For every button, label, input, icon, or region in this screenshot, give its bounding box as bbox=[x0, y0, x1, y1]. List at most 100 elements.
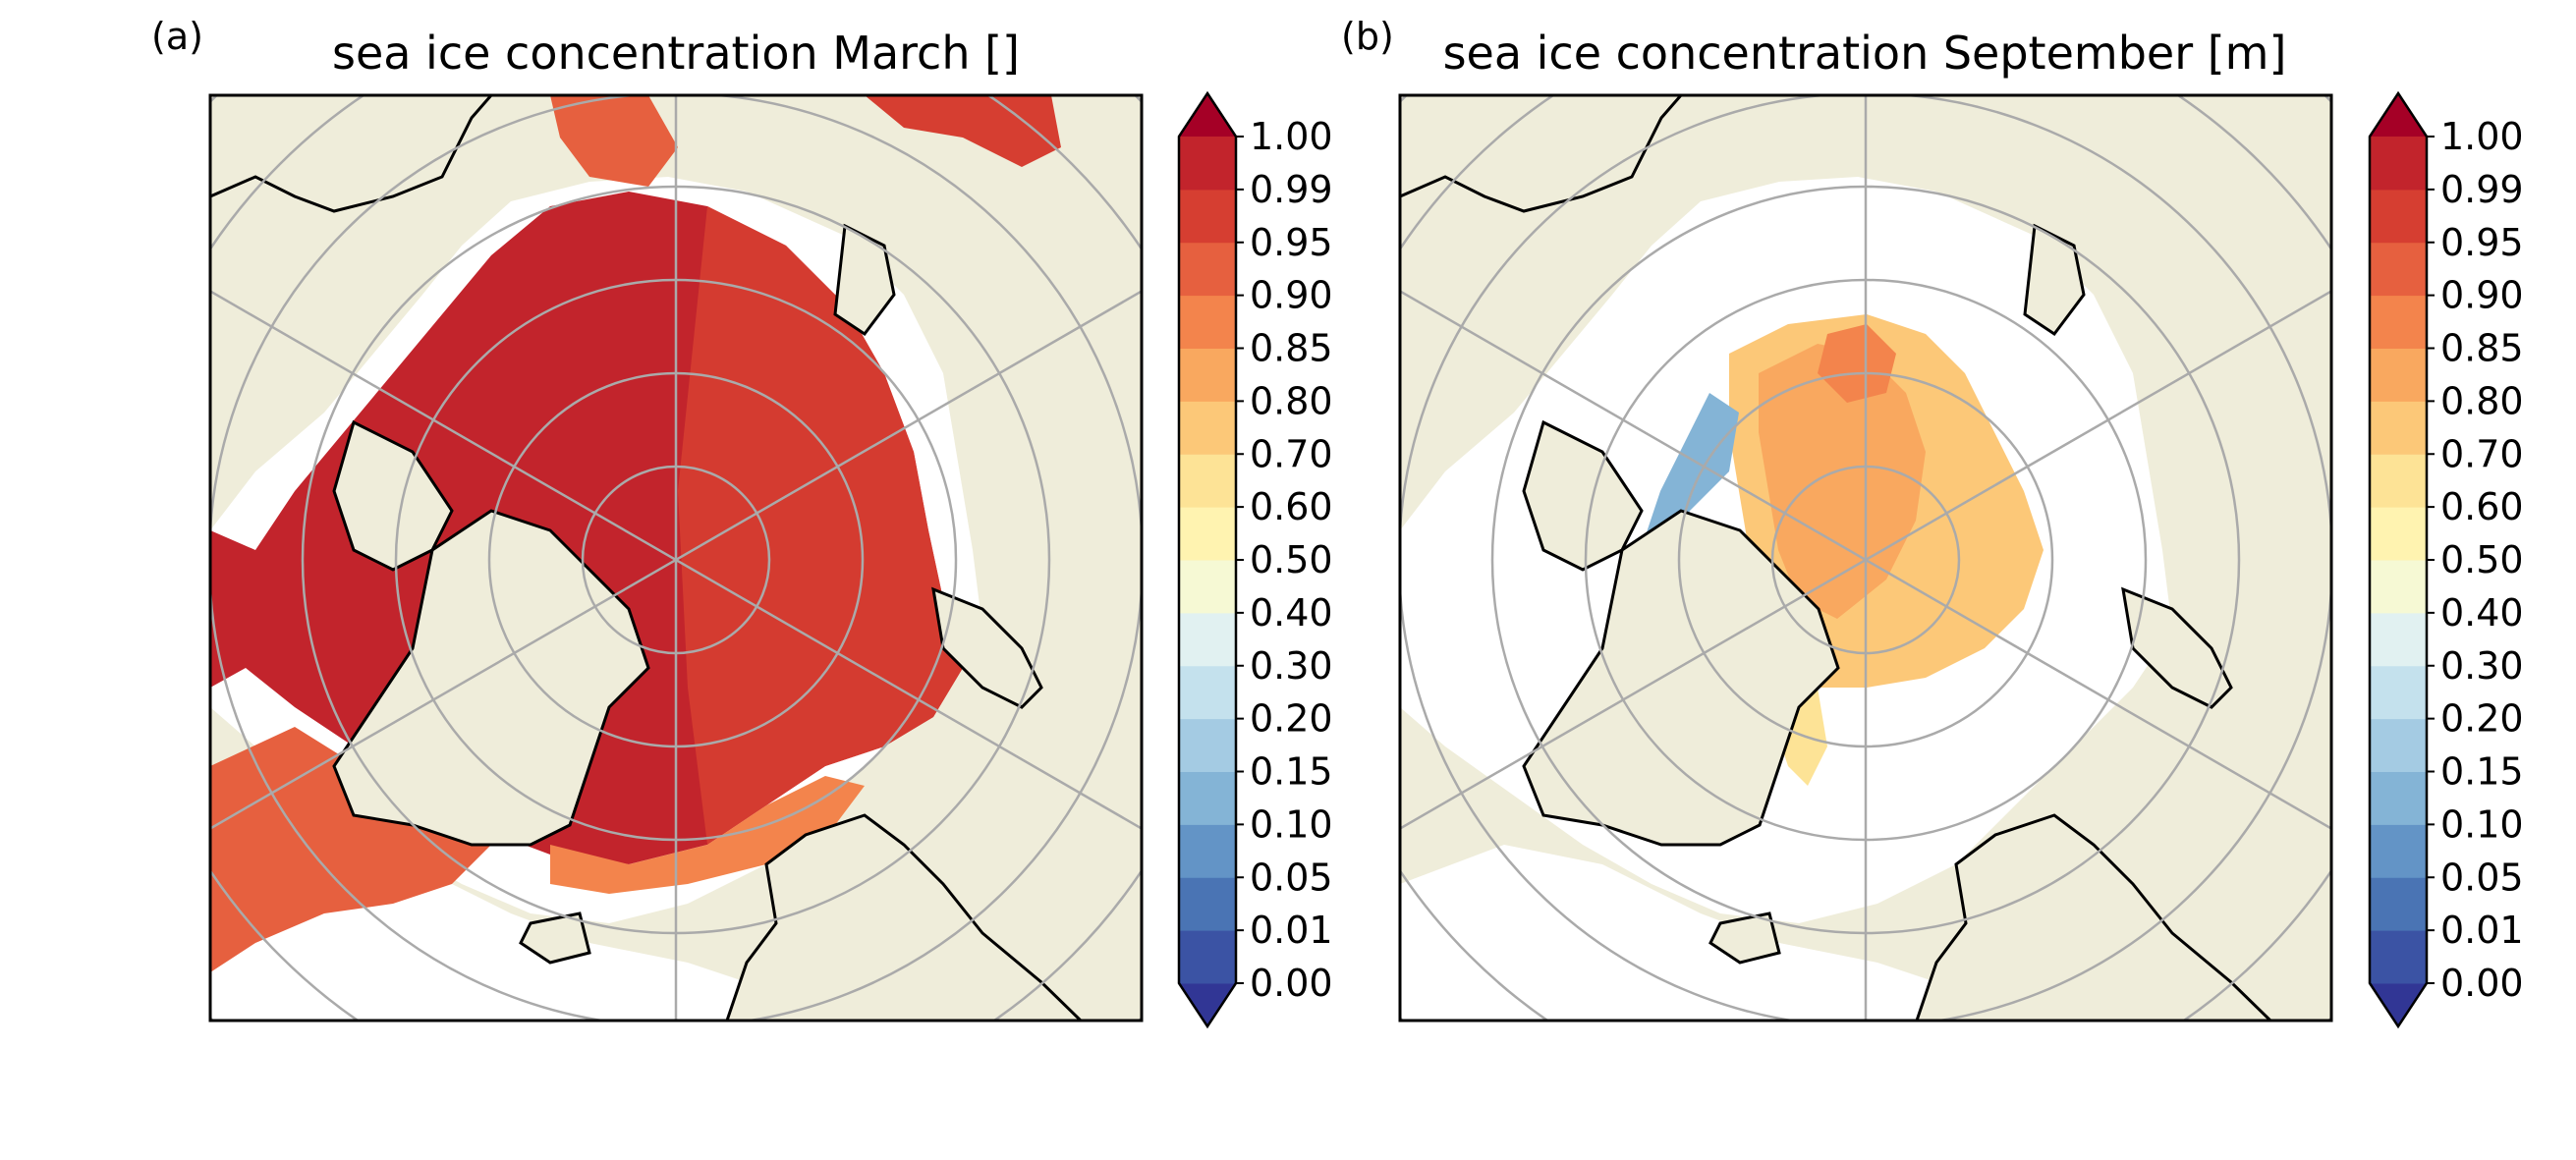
march-colorbar-segment bbox=[1179, 137, 1236, 191]
map-content-march bbox=[210, 95, 1142, 1021]
september-colorbar-tick-label: 0.80 bbox=[2440, 379, 2524, 422]
land-greenland bbox=[1522, 509, 1840, 847]
map-content-september bbox=[1400, 95, 2331, 1021]
september-colorbar-segment bbox=[2370, 771, 2427, 825]
september-colorbar-tick-label: 0.90 bbox=[2440, 274, 2524, 317]
march-colorbar-tick-label: 0.20 bbox=[1250, 697, 1333, 741]
september-colorbar-tick-label: 0.50 bbox=[2440, 538, 2524, 581]
september-colorbar-segment bbox=[2370, 401, 2427, 455]
september-colorbar-tick-label: 0.01 bbox=[2440, 909, 2524, 952]
land-siberia-island bbox=[2023, 223, 2086, 337]
colorbar-march: 0.00 0.01 0.05 0.10 0.15 0.20 0.30 0.40 0.50 0.60… bbox=[1177, 90, 1333, 1029]
september-colorbar-tick-label: 0.70 bbox=[2440, 432, 2524, 475]
september-colorbar-tick-label: 0.30 bbox=[2440, 644, 2524, 688]
march-colorbar-tick-label: 0.80 bbox=[1250, 379, 1333, 422]
panel-label-b: (b) bbox=[1341, 15, 1394, 58]
september-colorbar-tick-label: 0.05 bbox=[2440, 856, 2524, 899]
march-colorbar-segment bbox=[1179, 930, 1236, 984]
september-colorbar-segment bbox=[2370, 454, 2427, 508]
september-colorbar-segment bbox=[2370, 189, 2427, 244]
march-colorbar-segment bbox=[1179, 242, 1236, 297]
march-colorbar-tick-label: 0.05 bbox=[1250, 856, 1333, 899]
map-panel-march: (a) sea ice concentration March [] bbox=[151, 15, 1333, 1029]
atlantic-ocean bbox=[1400, 845, 1956, 1021]
september-colorbar-tick-label: 0.99 bbox=[2440, 168, 2524, 211]
colorbar-september: 0.00 0.01 0.05 0.10 0.15 0.20 0.30 0.40 0.50 0.60… bbox=[2368, 90, 2524, 1029]
march-colorbar-tick-label: 0.85 bbox=[1250, 327, 1333, 370]
march-colorbar-tick-label: 0.30 bbox=[1250, 644, 1333, 688]
march-colorbar-tick-label: 0.90 bbox=[1250, 274, 1333, 317]
september-colorbar-tick-label: 0.40 bbox=[2440, 591, 2524, 635]
september-colorbar-tick-label: 0.15 bbox=[2440, 750, 2524, 794]
march-colorbar-over-extension bbox=[1179, 93, 1236, 137]
march-colorbar-segment bbox=[1179, 295, 1236, 349]
march-colorbar-segment bbox=[1179, 877, 1236, 931]
map-frame-september bbox=[1398, 93, 2333, 1022]
march-colorbar-tick-label: 0.01 bbox=[1250, 909, 1333, 952]
map-panel-september: (b) sea ice concentration September [m] bbox=[1341, 15, 2524, 1029]
september-colorbar-segment bbox=[2370, 560, 2427, 614]
land-iceland bbox=[1708, 911, 1781, 965]
land-siberia-island bbox=[833, 223, 896, 337]
march-colorbar-tick-label: 0.40 bbox=[1250, 591, 1333, 635]
land-scandinavia bbox=[1915, 813, 2273, 1021]
march-colorbar-tick-label: 0.00 bbox=[1250, 962, 1333, 1005]
march-colorbar-tick-label: 0.95 bbox=[1250, 221, 1333, 264]
march-colorbar-segment bbox=[1179, 612, 1236, 667]
map-frame-march bbox=[208, 93, 1144, 1022]
september-colorbar-segment bbox=[2370, 824, 2427, 878]
september-colorbar-tick-label: 0.00 bbox=[2440, 962, 2524, 1005]
land-archipelago bbox=[1522, 419, 1644, 572]
september-colorbar-segment bbox=[2370, 612, 2427, 667]
land-novaya-zemlya bbox=[2121, 586, 2233, 709]
march-colorbar-segment bbox=[1179, 507, 1236, 561]
march-colorbar-segment bbox=[1179, 189, 1236, 244]
march-colorbar-segment bbox=[1179, 824, 1236, 878]
march-colorbar-segment bbox=[1179, 560, 1236, 614]
land-north-west bbox=[1400, 95, 1683, 213]
march-colorbar-segment bbox=[1179, 348, 1236, 402]
september-colorbar-segment bbox=[2370, 877, 2427, 931]
march-colorbar-segment bbox=[1179, 718, 1236, 772]
september-colorbar-tick-label: 1.00 bbox=[2440, 115, 2524, 158]
september-colorbar-segment bbox=[2370, 930, 2427, 984]
september-colorbar-over-extension bbox=[2370, 93, 2427, 137]
gridlines bbox=[1400, 95, 2331, 1021]
sea-ice-marginal bbox=[550, 776, 865, 894]
sea-ice-okhotsk bbox=[550, 95, 678, 187]
september-colorbar-segment bbox=[2370, 242, 2427, 297]
march-colorbar-tick-label: 0.10 bbox=[1250, 802, 1333, 846]
sea-ice-high bbox=[1818, 324, 1896, 403]
gridlines bbox=[210, 95, 1142, 1021]
map-title-march: sea ice concentration March [] bbox=[332, 27, 1020, 80]
panel-label-a: (a) bbox=[151, 15, 203, 58]
september-colorbar-tick-label: 0.10 bbox=[2440, 802, 2524, 846]
march-colorbar-segment bbox=[1179, 401, 1236, 455]
land-north-west bbox=[210, 95, 493, 213]
september-colorbar-tick-label: 0.85 bbox=[2440, 327, 2524, 370]
land-iceland bbox=[519, 911, 591, 965]
september-colorbar-tick-label: 0.95 bbox=[2440, 221, 2524, 264]
land-archipelago bbox=[332, 419, 454, 572]
land-greenland bbox=[332, 509, 650, 847]
sea-ice-baffin bbox=[210, 530, 275, 688]
march-colorbar-segment bbox=[1179, 771, 1236, 825]
september-colorbar-segment bbox=[2370, 348, 2427, 402]
march-colorbar-tick-label: 1.00 bbox=[1250, 115, 1333, 158]
march-colorbar-tick-label: 0.60 bbox=[1250, 485, 1333, 528]
september-colorbar-tick-label: 0.20 bbox=[2440, 697, 2524, 741]
march-colorbar-tick-label: 0.99 bbox=[1250, 168, 1333, 211]
march-colorbar-tick-label: 0.15 bbox=[1250, 750, 1333, 794]
march-colorbar-tick-label: 0.70 bbox=[1250, 432, 1333, 475]
september-colorbar-segment bbox=[2370, 295, 2427, 349]
land-novaya-zemlya bbox=[931, 586, 1043, 709]
september-colorbar-segment bbox=[2370, 718, 2427, 772]
land-scandinavia bbox=[725, 813, 1084, 1021]
map-title-september: sea ice concentration September [m] bbox=[1443, 27, 2287, 80]
september-colorbar-segment bbox=[2370, 665, 2427, 720]
september-colorbar-segment bbox=[2370, 507, 2427, 561]
september-colorbar-segment bbox=[2370, 137, 2427, 191]
march-colorbar-tick-label: 0.50 bbox=[1250, 538, 1333, 581]
september-colorbar-tick-label: 0.60 bbox=[2440, 485, 2524, 528]
